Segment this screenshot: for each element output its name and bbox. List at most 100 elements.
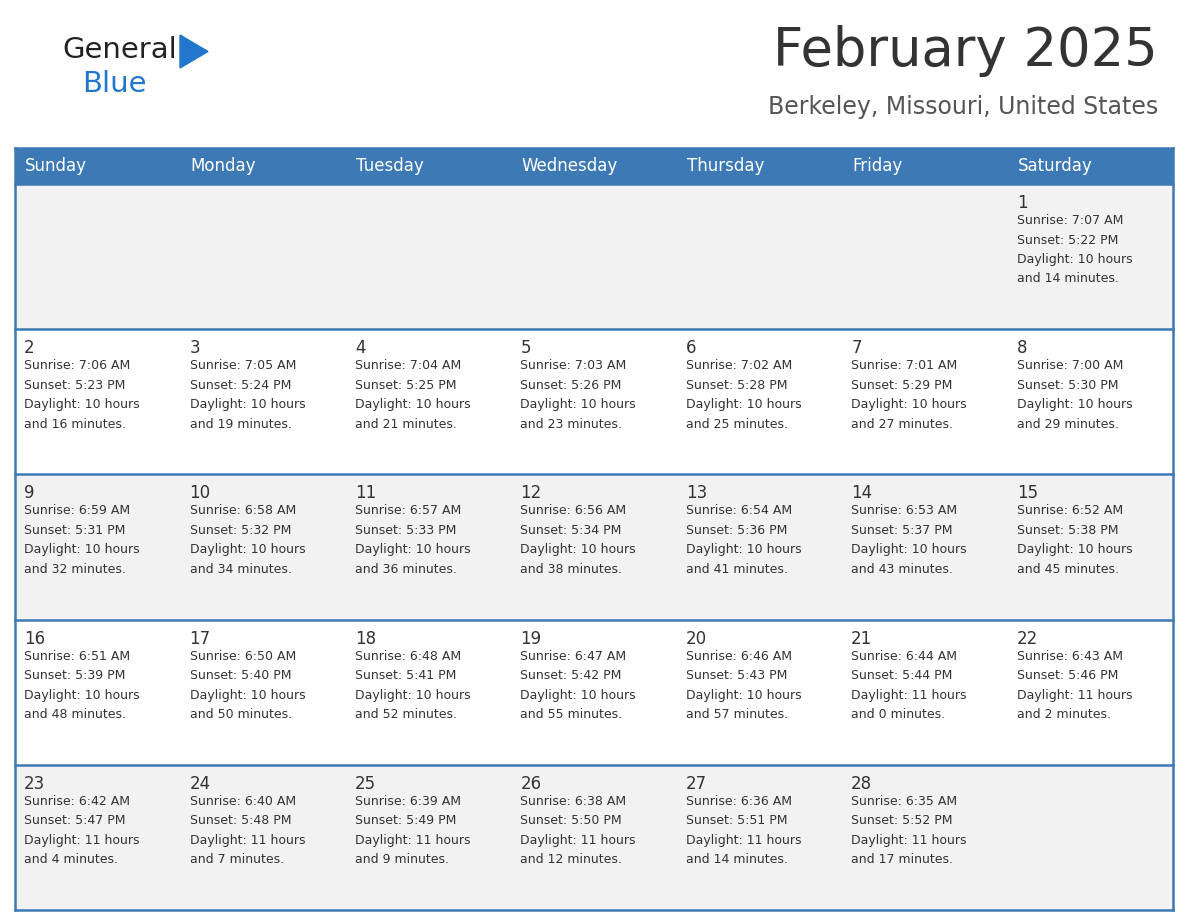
Text: Wednesday: Wednesday [522,157,618,175]
Text: Sunrise: 6:56 AM: Sunrise: 6:56 AM [520,504,626,518]
Text: Sunrise: 6:36 AM: Sunrise: 6:36 AM [685,795,792,808]
Bar [15,148,1173,910]
Text: 19: 19 [520,630,542,647]
Text: and 7 minutes.: and 7 minutes. [190,854,284,867]
Text: Sunrise: 7:03 AM: Sunrise: 7:03 AM [520,359,626,372]
Text: Daylight: 11 hours: Daylight: 11 hours [24,834,140,846]
Text: Sunrise: 6:47 AM: Sunrise: 6:47 AM [520,650,626,663]
Text: 25: 25 [355,775,377,793]
Text: and 29 minutes.: and 29 minutes. [1017,418,1119,431]
Text: Sunrise: 6:53 AM: Sunrise: 6:53 AM [852,504,958,518]
Text: Sunset: 5:22 PM: Sunset: 5:22 PM [1017,233,1118,247]
Text: 28: 28 [852,775,872,793]
Text: Sunrise: 6:39 AM: Sunrise: 6:39 AM [355,795,461,808]
Text: 2: 2 [24,339,34,357]
Text: Sunset: 5:48 PM: Sunset: 5:48 PM [190,814,291,827]
Text: Daylight: 10 hours: Daylight: 10 hours [685,688,802,701]
Text: and 55 minutes.: and 55 minutes. [520,708,623,722]
Text: and 45 minutes.: and 45 minutes. [1017,563,1119,576]
Text: and 14 minutes.: and 14 minutes. [1017,273,1119,285]
Text: Berkeley, Missouri, United States: Berkeley, Missouri, United States [767,95,1158,119]
Text: Sunrise: 6:46 AM: Sunrise: 6:46 AM [685,650,792,663]
Text: Daylight: 10 hours: Daylight: 10 hours [190,688,305,701]
Text: and 32 minutes.: and 32 minutes. [24,563,126,576]
Text: and 50 minutes.: and 50 minutes. [190,708,291,722]
Text: 4: 4 [355,339,366,357]
Text: Sunday: Sunday [25,157,87,175]
Text: and 4 minutes.: and 4 minutes. [24,854,118,867]
Text: 20: 20 [685,630,707,647]
Bar [15,620,1173,765]
Text: Sunset: 5:42 PM: Sunset: 5:42 PM [520,669,621,682]
Text: Sunset: 5:47 PM: Sunset: 5:47 PM [24,814,126,827]
Text: February 2025: February 2025 [773,25,1158,77]
Text: and 2 minutes.: and 2 minutes. [1017,708,1111,722]
Text: and 34 minutes.: and 34 minutes. [190,563,291,576]
Text: Sunset: 5:49 PM: Sunset: 5:49 PM [355,814,456,827]
Text: Thursday: Thursday [687,157,764,175]
Text: and 12 minutes.: and 12 minutes. [520,854,623,867]
Text: 27: 27 [685,775,707,793]
Text: Daylight: 10 hours: Daylight: 10 hours [1017,398,1132,411]
Text: Sunset: 5:34 PM: Sunset: 5:34 PM [520,524,621,537]
Text: Sunset: 5:25 PM: Sunset: 5:25 PM [355,379,456,392]
Text: Sunrise: 7:04 AM: Sunrise: 7:04 AM [355,359,461,372]
Text: 7: 7 [852,339,861,357]
Text: and 43 minutes.: and 43 minutes. [852,563,953,576]
Text: Sunrise: 6:51 AM: Sunrise: 6:51 AM [24,650,131,663]
Text: and 23 minutes.: and 23 minutes. [520,418,623,431]
Text: Sunset: 5:28 PM: Sunset: 5:28 PM [685,379,788,392]
Text: and 52 minutes.: and 52 minutes. [355,708,457,722]
Text: Sunset: 5:44 PM: Sunset: 5:44 PM [852,669,953,682]
Text: Sunrise: 7:00 AM: Sunrise: 7:00 AM [1017,359,1123,372]
Text: Sunset: 5:41 PM: Sunset: 5:41 PM [355,669,456,682]
Text: 14: 14 [852,485,872,502]
Text: Daylight: 10 hours: Daylight: 10 hours [355,543,470,556]
Text: Sunset: 5:40 PM: Sunset: 5:40 PM [190,669,291,682]
Text: and 38 minutes.: and 38 minutes. [520,563,623,576]
Text: Sunrise: 6:57 AM: Sunrise: 6:57 AM [355,504,461,518]
Polygon shape [181,35,208,68]
Text: Sunrise: 6:50 AM: Sunrise: 6:50 AM [190,650,296,663]
Text: Daylight: 11 hours: Daylight: 11 hours [852,688,967,701]
Text: 17: 17 [190,630,210,647]
Text: Sunrise: 6:35 AM: Sunrise: 6:35 AM [852,795,958,808]
Text: Daylight: 10 hours: Daylight: 10 hours [190,543,305,556]
Text: Saturday: Saturday [1017,157,1092,175]
Text: Daylight: 10 hours: Daylight: 10 hours [685,543,802,556]
Bar [15,765,1173,910]
Text: and 17 minutes.: and 17 minutes. [852,854,953,867]
Text: and 0 minutes.: and 0 minutes. [852,708,946,722]
Text: 1: 1 [1017,194,1028,212]
Text: Daylight: 10 hours: Daylight: 10 hours [24,688,140,701]
Text: Sunrise: 7:07 AM: Sunrise: 7:07 AM [1017,214,1123,227]
Text: Daylight: 10 hours: Daylight: 10 hours [852,543,967,556]
Text: Daylight: 10 hours: Daylight: 10 hours [520,688,636,701]
Text: and 16 minutes.: and 16 minutes. [24,418,126,431]
Text: Sunrise: 6:40 AM: Sunrise: 6:40 AM [190,795,296,808]
Text: Sunset: 5:51 PM: Sunset: 5:51 PM [685,814,788,827]
Text: Daylight: 11 hours: Daylight: 11 hours [685,834,802,846]
Text: 10: 10 [190,485,210,502]
Text: Daylight: 11 hours: Daylight: 11 hours [852,834,967,846]
Text: Sunrise: 6:52 AM: Sunrise: 6:52 AM [1017,504,1123,518]
Text: Sunset: 5:39 PM: Sunset: 5:39 PM [24,669,126,682]
Text: 21: 21 [852,630,872,647]
Text: and 57 minutes.: and 57 minutes. [685,708,788,722]
Text: Daylight: 10 hours: Daylight: 10 hours [190,398,305,411]
Text: Daylight: 10 hours: Daylight: 10 hours [852,398,967,411]
Text: General: General [62,36,177,64]
Text: and 41 minutes.: and 41 minutes. [685,563,788,576]
Text: Sunset: 5:33 PM: Sunset: 5:33 PM [355,524,456,537]
Text: Daylight: 10 hours: Daylight: 10 hours [520,543,636,556]
Text: 26: 26 [520,775,542,793]
Text: Daylight: 10 hours: Daylight: 10 hours [355,688,470,701]
Text: Sunrise: 6:38 AM: Sunrise: 6:38 AM [520,795,626,808]
Text: 15: 15 [1017,485,1038,502]
Text: and 19 minutes.: and 19 minutes. [190,418,291,431]
Text: Sunrise: 7:06 AM: Sunrise: 7:06 AM [24,359,131,372]
Text: 13: 13 [685,485,707,502]
Text: and 48 minutes.: and 48 minutes. [24,708,126,722]
Text: Sunrise: 6:42 AM: Sunrise: 6:42 AM [24,795,131,808]
Text: 18: 18 [355,630,377,647]
